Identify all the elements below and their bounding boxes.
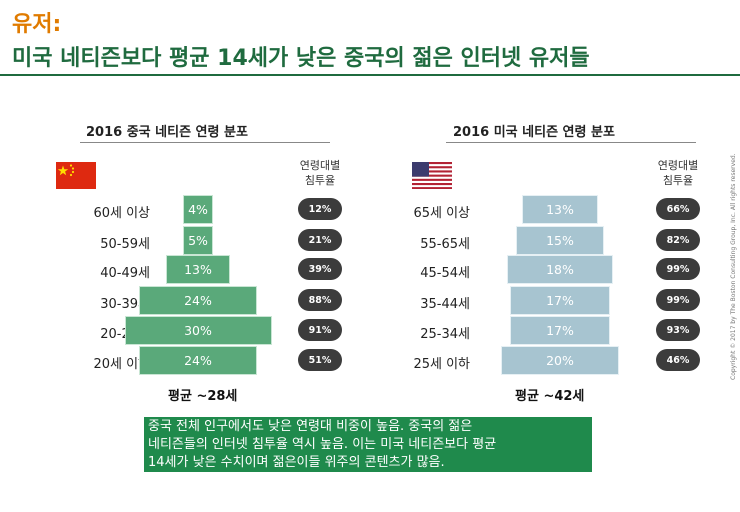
china-age-label: 60세 이상 (93, 206, 150, 221)
china-bar: 13% (166, 255, 230, 284)
china-bar: 24% (139, 346, 257, 375)
china-chart-title: 2016 중국 네티즌 연령 분포 (86, 125, 248, 140)
china-penetration-pill: 39% (298, 258, 342, 280)
china-bar: 4% (183, 195, 213, 224)
us-bar: 13% (521, 195, 599, 224)
china-penetration-pill: 51% (298, 349, 342, 371)
china-penetration-pill: 12% (298, 198, 342, 220)
us-bar: 18% (506, 255, 614, 284)
us-age-label: 35-44세 (420, 297, 470, 312)
china-penetration-pill: 91% (298, 319, 342, 341)
china-bar: 30% (124, 316, 272, 345)
china-title-underline (80, 142, 330, 143)
china-penetration-pill: 88% (298, 289, 342, 311)
us-bar: 17% (509, 316, 611, 345)
us-age-label: 25세 이하 (413, 357, 470, 372)
title-label: 유저: (12, 12, 62, 37)
china-age-label: 50-59세 (100, 237, 150, 252)
copyright-text: Copyright © 2017 by The Boston Consultin… (730, 153, 737, 380)
summary-line: 네티즌들의 인터넷 침투율 역시 높음. 이는 미국 네티즌보다 평균 (148, 437, 497, 452)
us-age-label: 55-65세 (420, 237, 470, 252)
us-age-label: 25-34세 (420, 327, 470, 342)
china-flag-icon (56, 162, 96, 189)
us-bar: 20% (501, 346, 619, 375)
summary-line: 중국 전체 인구에서도 낮은 연령대 비중이 높음. 중국의 젊은 (148, 419, 473, 434)
us-penetration-pill: 99% (656, 258, 700, 280)
china-age-label: 30-39세 (100, 297, 150, 312)
us-penetration-pill: 82% (656, 229, 700, 251)
china-penetration-header: 연령대별 침투율 (299, 159, 341, 187)
us-title-underline (446, 142, 696, 143)
us-chart-title: 2016 미국 네티즌 연령 분포 (453, 125, 615, 140)
us-age-label: 45-54세 (420, 266, 470, 281)
us-penetration-pill: 66% (656, 198, 700, 220)
page-title: 미국 네티즌보다 평균 14세가 낮은 중국의 젊은 인터넷 유저들 (12, 46, 590, 71)
us-penetration-pill: 46% (656, 349, 700, 371)
us-bar: 15% (515, 226, 605, 255)
us-average-label: 평균 ~42세 (515, 389, 585, 404)
summary-line: 14세가 낮은 수치이며 젊은이들 위주의 콘텐츠가 많음. (148, 455, 445, 470)
us-penetration-pill: 93% (656, 319, 700, 341)
us-flag-icon (412, 162, 452, 189)
title-divider (0, 74, 740, 76)
us-age-label: 65세 이상 (413, 206, 470, 221)
china-age-label: 40-49세 (100, 266, 150, 281)
us-bar: 17% (509, 286, 611, 315)
china-bar: 24% (139, 286, 257, 315)
china-age-label: 20세 이하 (93, 357, 150, 372)
summary-box: 중국 전체 인구에서도 낮은 연령대 비중이 높음. 중국의 젊은 네티즌들의 … (144, 417, 592, 472)
china-average-label: 평균 ~28세 (168, 389, 238, 404)
us-penetration-header: 연령대별 침투율 (657, 159, 699, 187)
us-penetration-pill: 99% (656, 289, 700, 311)
china-penetration-pill: 21% (298, 229, 342, 251)
china-bar: 5% (183, 226, 213, 255)
